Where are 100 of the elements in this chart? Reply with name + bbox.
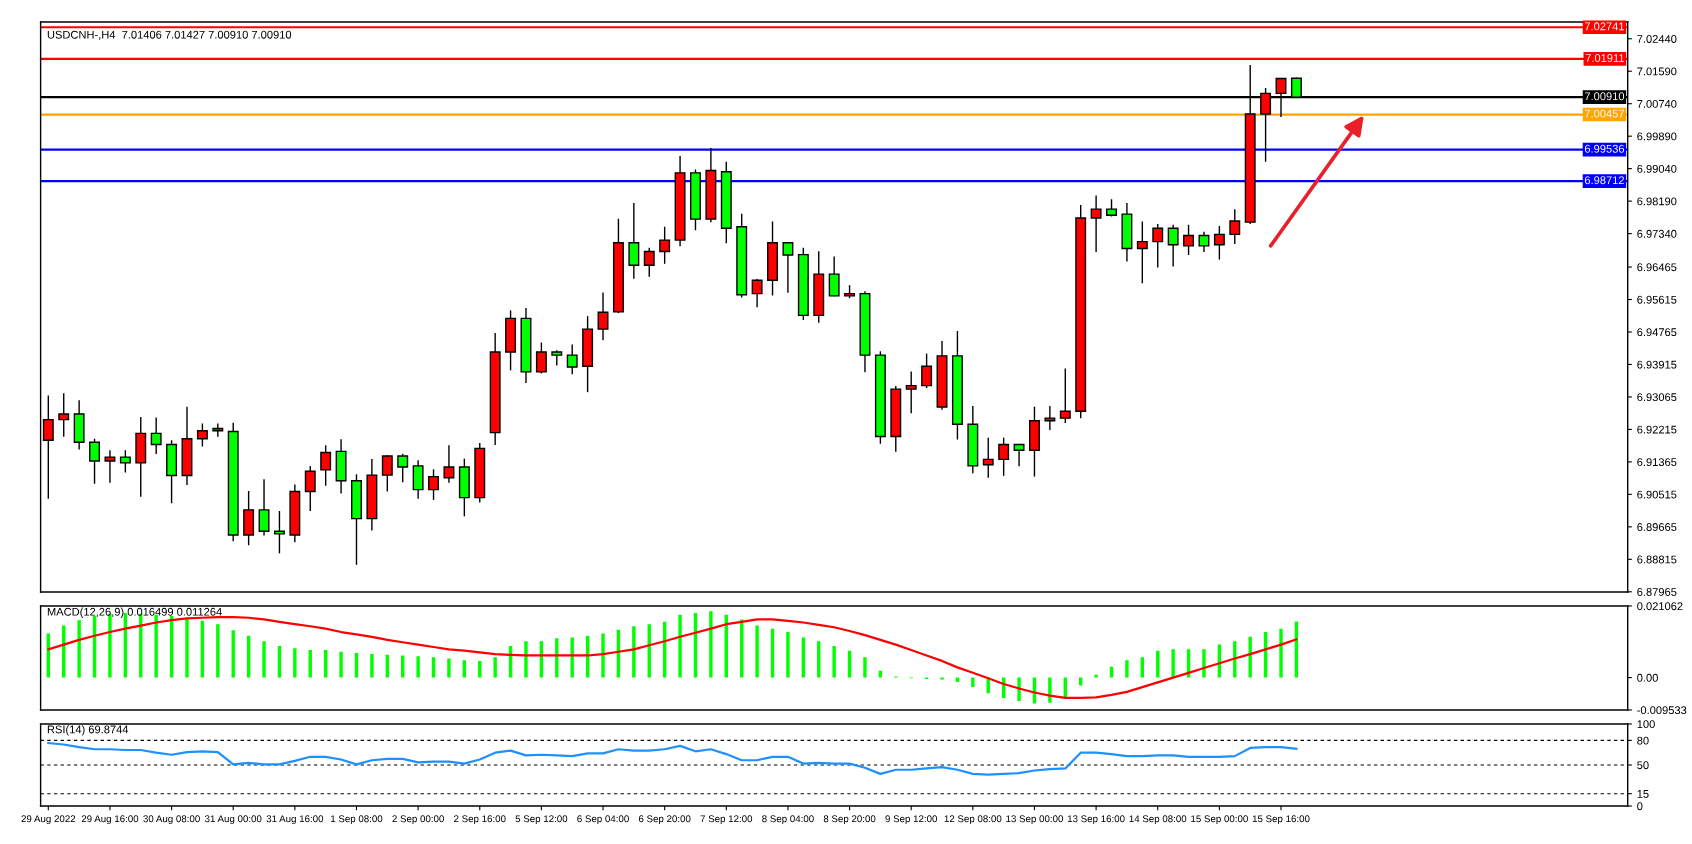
bar (678, 614, 682, 678)
bar (154, 614, 158, 678)
candlestick (1059, 367, 1071, 424)
bar (1094, 674, 1098, 678)
candlestick (273, 510, 285, 555)
candlestick (381, 454, 393, 493)
bar (293, 648, 297, 678)
bar (971, 677, 975, 688)
bar (1248, 636, 1252, 678)
bar (878, 670, 883, 678)
candlestick (104, 449, 116, 484)
candlestick (89, 438, 101, 485)
candlestick (119, 449, 131, 474)
bar (817, 641, 821, 678)
candlestick (628, 202, 640, 280)
y-tick-label: -0.009533 (1637, 706, 1687, 715)
bar (601, 633, 605, 678)
x-tick-label: 2 Sep 16:00 (454, 815, 506, 825)
bar (385, 654, 389, 678)
y-tick-label: 6.87965 (1637, 588, 1677, 596)
x-tick-label: 8 Sep 20:00 (823, 815, 876, 825)
candlestick (1198, 231, 1210, 253)
candlestick (535, 341, 547, 375)
y-tick-label: 6.99890 (1637, 132, 1677, 141)
y-tick-label: 6.98190 (1637, 197, 1677, 206)
y-tick-label: 6.96465 (1637, 263, 1677, 272)
candlestick (443, 444, 455, 484)
candlestick (1013, 443, 1025, 467)
bar (262, 641, 266, 678)
x-tick-label: 6 Sep 04:00 (577, 815, 629, 825)
y-tick-label: 7.01590 (1637, 67, 1677, 76)
candlestick (643, 247, 655, 278)
bar (1125, 660, 1129, 678)
bar (755, 625, 759, 678)
candlestick (1213, 225, 1225, 261)
candlestick (304, 465, 316, 512)
candlestick (1090, 194, 1102, 253)
x-tick-label: 14 Sep 08:00 (1129, 815, 1187, 825)
y-tick-label: 6.90515 (1637, 490, 1677, 499)
ref-line-label: 7.01911 (1585, 54, 1624, 62)
bar (416, 656, 420, 678)
candlestick (982, 436, 994, 479)
x-tick-label: 2 Sep 00:00 (392, 815, 444, 825)
candlestick (397, 452, 409, 484)
bar (370, 654, 374, 678)
candlestick (320, 444, 332, 487)
ref-line-label: 6.99536 (1584, 144, 1625, 153)
x-tick-label: 29 Aug 16:00 (81, 815, 139, 825)
bar (216, 624, 220, 678)
y-tick-label: 15 (1637, 790, 1649, 798)
ref-line-label: 6.98712 (1584, 176, 1624, 185)
bar (1171, 649, 1175, 678)
candlestick (1044, 405, 1056, 431)
bar (447, 658, 451, 678)
bar (277, 645, 282, 678)
bar (632, 626, 636, 678)
y-tick-label: 80 (1637, 736, 1649, 745)
x-tick-label: 9 Sep 12:00 (885, 815, 938, 825)
bar (863, 657, 867, 678)
bar (339, 651, 343, 678)
x-tick-label: 5 Sep 12:00 (515, 815, 568, 825)
y-tick-label: 0.00 (1637, 673, 1658, 682)
x-tick-label: 6 Sep 20:00 (638, 815, 691, 825)
candlestick (782, 241, 794, 294)
candlestick (150, 416, 162, 455)
y-tick-label: 7.02440 (1637, 35, 1677, 43)
bar (801, 637, 806, 678)
candlestick (428, 468, 440, 501)
y-tick-label: 6.95615 (1637, 295, 1677, 304)
x-tick-label: 29 Aug 2022 (21, 815, 76, 825)
y-tick-label: 50 (1637, 761, 1649, 770)
y-tick-label: 7.00740 (1637, 99, 1677, 108)
ref-line-label: 7.00910 (1584, 92, 1625, 101)
bar (524, 641, 528, 678)
candlestick (1167, 224, 1179, 268)
candlestick (998, 436, 1010, 477)
line-series (47, 741, 1298, 776)
bar (478, 660, 482, 678)
x-tick-label: 15 Sep 00:00 (1191, 815, 1248, 825)
candlestick (921, 352, 933, 389)
bar (231, 630, 235, 678)
y-tick-label: 6.92215 (1637, 425, 1677, 434)
bar (1048, 677, 1052, 703)
bar (1140, 657, 1145, 678)
bar (77, 620, 81, 678)
candlestick (196, 422, 208, 448)
x-tick-label: 31 Aug 16:00 (266, 815, 324, 825)
bar (323, 650, 328, 678)
candlestick (597, 291, 609, 341)
chart-title: MACD(12,26,9) 0.016499 0.011264 (47, 607, 222, 618)
ref-line-label: 7.02741 (1584, 22, 1624, 31)
bar (1202, 649, 1206, 678)
candlestick (566, 343, 578, 375)
bar (462, 660, 467, 678)
candlestick (1136, 220, 1148, 284)
bar (1017, 677, 1021, 702)
candlestick (412, 459, 424, 500)
y-tick-label: 6.97340 (1637, 229, 1677, 238)
candlestick (58, 392, 70, 438)
x-tick-label: 8 Sep 04:00 (762, 815, 814, 825)
